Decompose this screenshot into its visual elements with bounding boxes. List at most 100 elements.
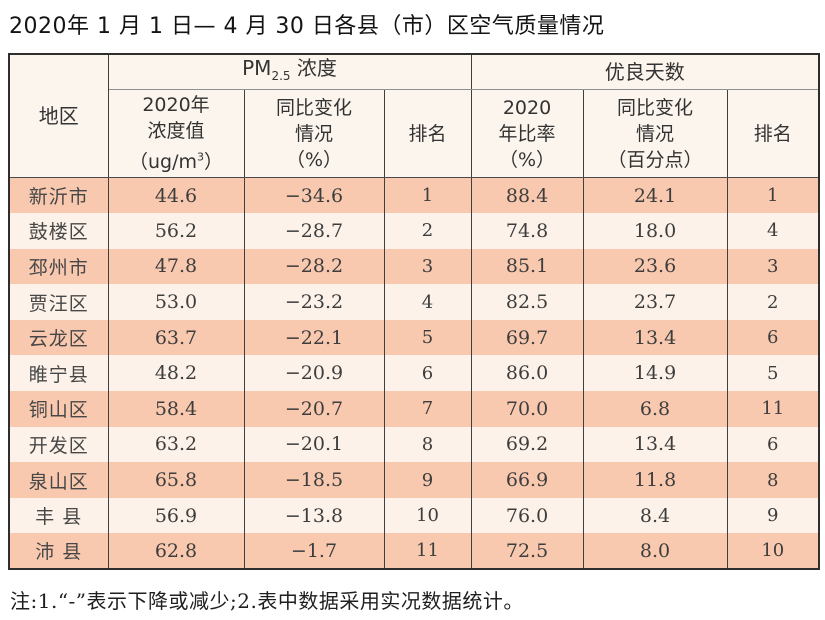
pm-rank-cell: 10 (383, 497, 472, 534)
pm-value-cell: 47.8 (107, 248, 245, 285)
pm-value-cell: 56.2 (107, 213, 245, 249)
table-body: 新沂市 44.6 −34.6 1 88.4 24.1 1 鼓楼区 56.2 −2… (8, 177, 820, 570)
pm-change-cell: −20.9 (243, 355, 385, 392)
good-rank-cell: 2 (726, 284, 820, 320)
col-group-pm25: PM2.5 浓度 (107, 54, 472, 90)
pm-value-cell: 53.0 (107, 284, 245, 320)
pm-value-cell: 62.8 (107, 533, 245, 570)
good-rank-cell: 1 (726, 177, 820, 214)
table-row: 开发区 63.2 −20.1 8 69.2 13.4 6 (8, 426, 820, 463)
table-row: 泉山区 65.8 −18.5 9 66.9 11.8 8 (8, 462, 820, 498)
pm-rank-cell: 7 (383, 391, 472, 427)
region-cell: 睢宁县 (8, 355, 109, 392)
good-rank-cell: 5 (726, 355, 820, 392)
good-rank-cell: 3 (726, 248, 820, 285)
pm-change-cell: −18.5 (243, 462, 385, 498)
good-ratio-cell: 76.0 (470, 497, 584, 534)
pm-rank-cell: 11 (383, 533, 472, 570)
col-header-pm-value: 2020年 浓度值 （ug/m3） (107, 89, 245, 178)
page-title: 2020年 1 月 1 日— 4 月 30 日各县（市）区空气质量情况 (9, 14, 605, 39)
pm-rank-cell: 5 (383, 319, 472, 356)
good-change-cell: 14.9 (582, 355, 728, 392)
pm-change-cell: −22.1 (243, 319, 385, 356)
pm-change-cell: −13.8 (243, 497, 385, 534)
good-rank-cell: 11 (726, 391, 820, 427)
region-cell: 沛 县 (8, 533, 109, 570)
pm-rank-cell: 2 (383, 213, 472, 249)
good-change-cell: 23.7 (582, 284, 728, 320)
region-cell: 邳州市 (8, 248, 109, 285)
good-rank-cell: 8 (726, 462, 820, 498)
good-ratio-cell: 86.0 (470, 355, 584, 392)
region-cell: 鼓楼区 (8, 213, 109, 249)
col-header-good-change: 同比变化 情况 （百分点） (582, 89, 728, 178)
pm-value-cell: 48.2 (107, 355, 245, 392)
table-row: 睢宁县 48.2 −20.9 6 86.0 14.9 5 (8, 355, 820, 392)
region-cell: 贾汪区 (8, 284, 109, 320)
table-row: 鼓楼区 56.2 −28.7 2 74.8 18.0 4 (8, 213, 820, 249)
pm25-label: PM2.5 浓度 (242, 56, 337, 83)
good-change-cell: 13.4 (582, 426, 728, 463)
good-change-cell: 8.0 (582, 533, 728, 570)
col-header-good-ratio: 2020 年比率 （%） (470, 89, 584, 178)
region-cell: 铜山区 (8, 391, 109, 427)
good-change-cell: 23.6 (582, 248, 728, 285)
good-change-cell: 11.8 (582, 462, 728, 498)
table-row: 铜山区 58.4 −20.7 7 70.0 6.8 11 (8, 391, 820, 427)
pm-value-cell: 63.2 (107, 426, 245, 463)
col-group-good-days: 优良天数 (470, 54, 820, 90)
pm-change-cell: −28.7 (243, 213, 385, 249)
good-rank-cell: 9 (726, 497, 820, 534)
region-cell: 新沂市 (8, 177, 109, 214)
good-rank-cell: 6 (726, 426, 820, 463)
table-header: 地区 PM2.5 浓度 优良天数 2020年 浓度值 （ug/m3） 同比变化 … (8, 54, 820, 178)
pm-change-cell: −1.7 (243, 533, 385, 570)
header-sub-row: 2020年 浓度值 （ug/m3） 同比变化 情况 （%） 排名 2020 年比… (9, 89, 820, 178)
table-row: 新沂市 44.6 −34.6 1 88.4 24.1 1 (8, 177, 820, 214)
region-cell: 云龙区 (8, 319, 109, 356)
region-cell: 丰 县 (8, 497, 109, 534)
air-quality-table: 地区 PM2.5 浓度 优良天数 2020年 浓度值 （ug/m3） 同比变化 … (8, 53, 821, 571)
pm-rank-cell: 3 (383, 248, 472, 285)
pm-value-cell: 58.4 (107, 391, 245, 427)
pm-value-cell: 44.6 (107, 177, 245, 214)
good-ratio-cell: 82.5 (470, 284, 584, 320)
good-rank-cell: 4 (726, 213, 820, 249)
col-header-good-rank: 排名 (726, 89, 820, 178)
pm-value-cell: 63.7 (107, 319, 245, 356)
pm-change-cell: −23.2 (243, 284, 385, 320)
pm-rank-cell: 4 (383, 284, 472, 320)
pm-rank-cell: 9 (383, 462, 472, 498)
good-ratio-cell: 69.2 (470, 426, 584, 463)
region-cell: 开发区 (8, 426, 109, 463)
col-header-region: 地区 (8, 54, 109, 178)
good-ratio-cell: 72.5 (470, 533, 584, 570)
good-change-cell: 8.4 (582, 497, 728, 534)
pm-rank-cell: 1 (383, 177, 472, 214)
table-row: 丰 县 56.9 −13.8 10 76.0 8.4 9 (8, 497, 820, 534)
col-header-pm-change: 同比变化 情况 （%） (243, 89, 385, 178)
pm-change-cell: −20.1 (243, 426, 385, 463)
good-ratio-cell: 85.1 (470, 248, 584, 285)
good-ratio-cell: 69.7 (470, 319, 584, 356)
footnote: 注:1.“-”表示下降或减少;2.表中数据采用实况数据统计。 (10, 589, 524, 614)
pm-value-cell: 56.9 (107, 497, 245, 534)
table-row: 贾汪区 53.0 −23.2 4 82.5 23.7 2 (8, 284, 820, 320)
header-group-row: 地区 PM2.5 浓度 优良天数 (8, 54, 820, 178)
good-change-cell: 6.8 (582, 391, 728, 427)
good-change-cell: 24.1 (582, 177, 728, 214)
table-row: 沛 县 62.8 −1.7 11 72.5 8.0 10 (8, 533, 820, 570)
good-change-cell: 13.4 (582, 319, 728, 356)
region-cell: 泉山区 (8, 462, 109, 498)
good-rank-cell: 10 (726, 533, 820, 570)
pm-change-cell: −34.6 (243, 177, 385, 214)
good-rank-cell: 6 (726, 319, 820, 356)
pm-change-cell: −20.7 (243, 391, 385, 427)
table-row: 云龙区 63.7 −22.1 5 69.7 13.4 6 (8, 319, 820, 356)
good-ratio-cell: 74.8 (470, 213, 584, 249)
good-ratio-cell: 66.9 (470, 462, 584, 498)
good-ratio-cell: 88.4 (470, 177, 584, 214)
good-change-cell: 18.0 (582, 213, 728, 249)
good-ratio-cell: 70.0 (470, 391, 584, 427)
pm-change-cell: −28.2 (243, 248, 385, 285)
